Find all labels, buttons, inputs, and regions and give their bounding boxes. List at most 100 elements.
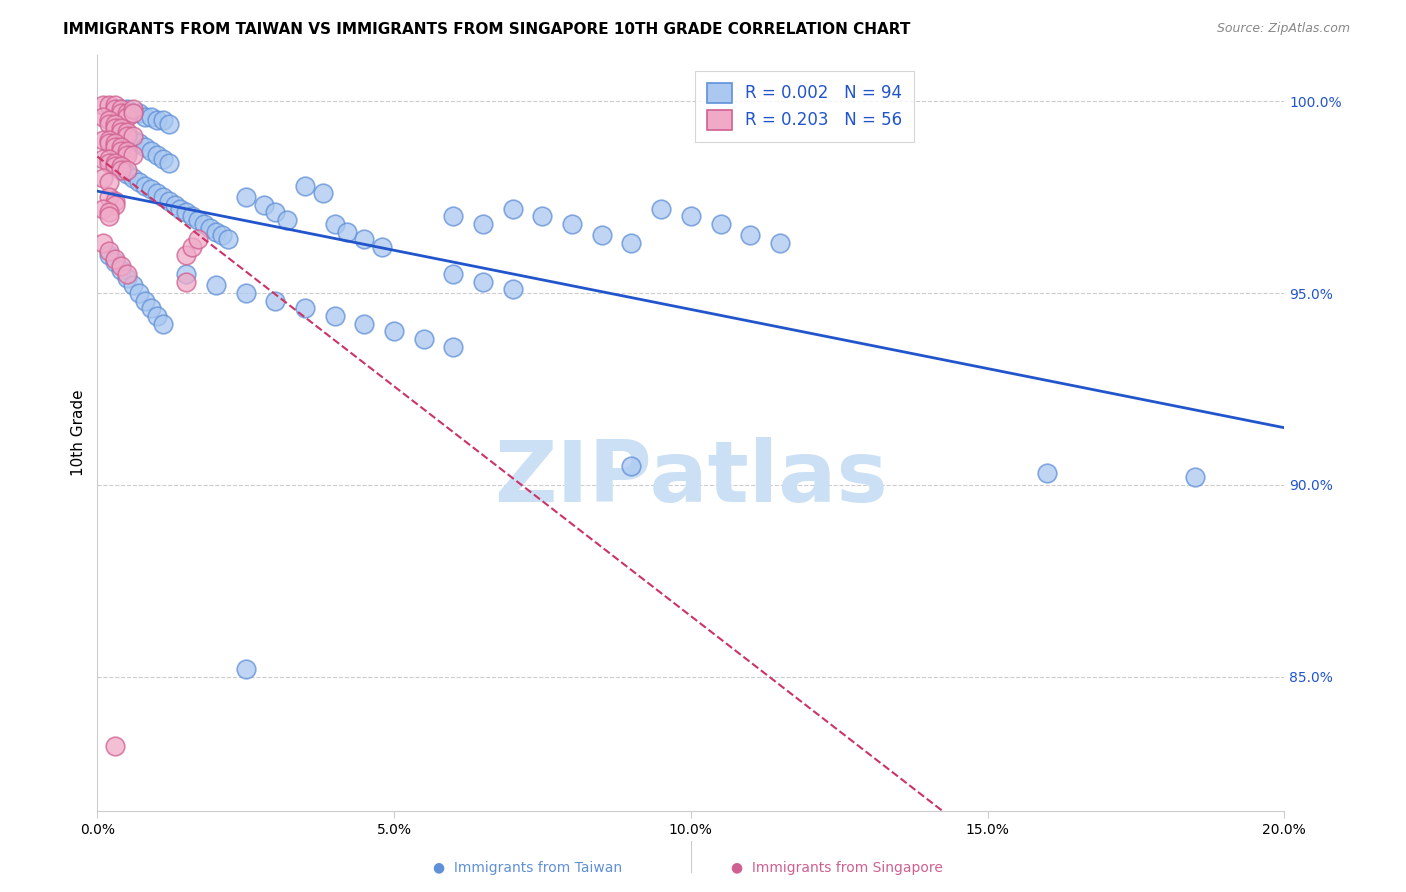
Point	[104, 198, 127, 212]
Point	[139, 110, 162, 124]
Point	[531, 209, 554, 223]
Point	[110, 140, 132, 154]
Point	[98, 117, 121, 131]
Point	[104, 98, 127, 112]
Point	[152, 317, 174, 331]
Point	[110, 102, 132, 116]
Text: IMMIGRANTS FROM TAIWAN VS IMMIGRANTS FROM SINGAPORE 10TH GRADE CORRELATION CHART: IMMIGRANTS FROM TAIWAN VS IMMIGRANTS FRO…	[63, 22, 911, 37]
Point	[98, 136, 121, 151]
Point	[91, 202, 114, 216]
Point	[139, 182, 162, 196]
Point	[98, 98, 121, 112]
Point	[152, 190, 174, 204]
Point	[679, 209, 702, 223]
Point	[336, 225, 359, 239]
Point	[163, 198, 186, 212]
Point	[115, 148, 138, 162]
Point	[145, 309, 167, 323]
Point	[145, 113, 167, 128]
Point	[205, 278, 228, 293]
Point	[91, 152, 114, 166]
Point	[382, 325, 405, 339]
Point	[98, 248, 121, 262]
Point	[145, 148, 167, 162]
Point	[110, 121, 132, 136]
Point	[591, 228, 613, 243]
Point	[1184, 470, 1206, 484]
Point	[91, 110, 114, 124]
Point	[104, 102, 127, 116]
Point	[110, 125, 132, 139]
Point	[122, 102, 145, 116]
Point	[264, 205, 287, 219]
Point	[650, 202, 672, 216]
Point	[115, 105, 138, 120]
Point	[134, 140, 156, 154]
Point	[98, 155, 121, 169]
Point	[139, 144, 162, 158]
Point	[323, 309, 346, 323]
Point	[198, 220, 221, 235]
Point	[502, 202, 524, 216]
Point	[353, 317, 375, 331]
Point	[104, 136, 127, 151]
Point	[134, 293, 156, 308]
Point	[122, 148, 145, 162]
Point	[157, 155, 180, 169]
Point	[122, 105, 145, 120]
Point	[110, 160, 132, 174]
Legend: R = 0.002   N = 94, R = 0.203   N = 56: R = 0.002 N = 94, R = 0.203 N = 56	[695, 71, 914, 142]
Point	[264, 293, 287, 308]
Point	[110, 144, 132, 158]
Point	[122, 170, 145, 185]
Point	[128, 286, 150, 301]
Point	[620, 458, 643, 473]
Point	[193, 217, 215, 231]
Point	[211, 228, 233, 243]
Point	[110, 263, 132, 277]
Point	[110, 105, 132, 120]
Point	[110, 163, 132, 178]
Point	[98, 244, 121, 258]
Point	[502, 282, 524, 296]
Point	[472, 217, 495, 231]
Y-axis label: 10th Grade: 10th Grade	[72, 390, 86, 476]
Point	[176, 275, 198, 289]
Point	[115, 128, 138, 143]
Point	[91, 132, 114, 146]
Point	[122, 278, 145, 293]
Point	[176, 267, 198, 281]
Text: Source: ZipAtlas.com: Source: ZipAtlas.com	[1216, 22, 1350, 36]
Point	[412, 332, 434, 346]
Point	[110, 102, 132, 116]
Point	[122, 132, 145, 146]
Point	[115, 167, 138, 181]
Point	[104, 102, 127, 116]
Point	[104, 255, 127, 269]
Point	[252, 198, 274, 212]
Point	[769, 236, 792, 251]
Point	[98, 152, 121, 166]
Point	[187, 232, 209, 246]
Text: ●  Immigrants from Singapore: ● Immigrants from Singapore	[731, 862, 942, 875]
Point	[1036, 467, 1059, 481]
Point	[98, 205, 121, 219]
Point	[91, 170, 114, 185]
Point	[371, 240, 394, 254]
Point	[294, 301, 316, 316]
Point	[312, 186, 335, 201]
Point	[181, 209, 204, 223]
Point	[104, 160, 127, 174]
Point	[115, 163, 138, 178]
Point	[152, 152, 174, 166]
Point	[98, 209, 121, 223]
Point	[115, 125, 138, 139]
Point	[98, 132, 121, 146]
Point	[157, 194, 180, 208]
Point	[115, 110, 138, 124]
Point	[561, 217, 583, 231]
Point	[187, 213, 209, 227]
Point	[110, 125, 132, 139]
Point	[443, 209, 465, 223]
Point	[104, 194, 127, 208]
